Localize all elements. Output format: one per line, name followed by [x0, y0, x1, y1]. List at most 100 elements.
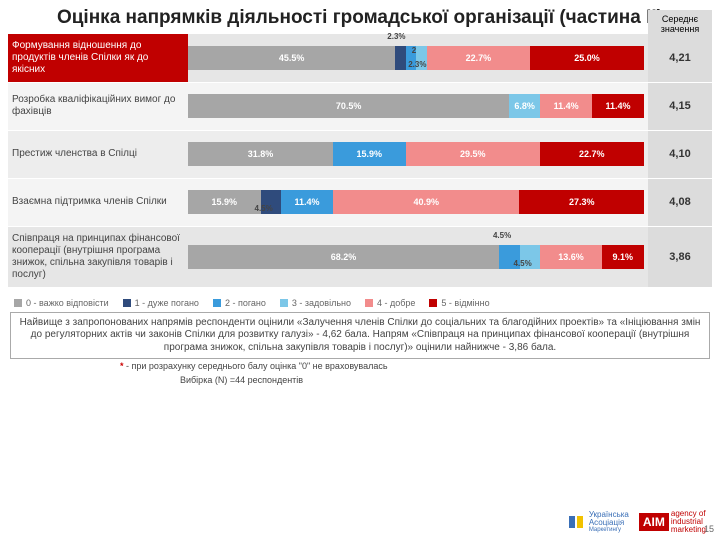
legend-label: 5 - відмінно	[441, 298, 489, 308]
segment-label: 70.5%	[336, 101, 362, 111]
bar-segment: 2.3%	[416, 46, 426, 70]
stacked-bar: 70.5% 6.8% 11.4% 11.4%	[188, 94, 644, 118]
chart-row: Співпраця на принципах фінансової коопер…	[8, 227, 712, 288]
legend-item: 4 - добре	[365, 298, 415, 308]
legend-swatch	[429, 299, 437, 307]
segment-label: 9.1%	[613, 252, 634, 262]
bar-segment: 22.7%	[540, 142, 644, 166]
bar-segment: 22.7%	[427, 46, 530, 70]
legend-item: 0 - важко відповісти	[14, 298, 109, 308]
stacked-bar: 45.5%2.3%2.3%2.3%22.7%25.0%	[188, 46, 644, 70]
bar-segment: 4.5%	[261, 190, 282, 214]
logo-strip: Українська Асоціація Маркетингу AIM agen…	[567, 510, 706, 534]
segment-label: 4.5%	[493, 231, 511, 240]
row-label: Взаємна підтримка членів Спілки	[8, 179, 188, 226]
page-title: Оцінка напрямків діяльності громадської …	[0, 0, 720, 34]
row-avg: 4,21	[648, 34, 712, 82]
bar-segment: 27.3%	[519, 190, 643, 214]
bar-segment: 45.5%	[188, 46, 395, 70]
row-avg: 4,15	[648, 83, 712, 130]
legend-label: 4 - добре	[377, 298, 415, 308]
page-number: 15	[704, 524, 714, 534]
chart-row: Формування відношення до продуктів члені…	[8, 34, 712, 83]
bar-segment: 11.4%	[281, 190, 333, 214]
bar-segment: 15.9%	[333, 142, 406, 166]
bar-segment: 29.5%	[406, 142, 541, 166]
segment-label: 25.0%	[574, 53, 600, 63]
chart-area: Середнє значення Формування відношення д…	[8, 34, 712, 288]
row-label: Престиж членства в Спілці	[8, 131, 188, 178]
segment-label: 68.2%	[331, 252, 357, 262]
stacked-bar: 68.2% 4.5%4.5% 13.6% 9.1%	[188, 245, 644, 269]
bar-segment: 15.9%	[188, 190, 261, 214]
row-avg: 4,10	[648, 131, 712, 178]
stacked-bar: 15.9% 4.5% 11.4% 40.9% 27.3%	[188, 190, 644, 214]
bar-segment: 6.8%	[509, 94, 540, 118]
segment-label: 11.4%	[554, 101, 579, 111]
bar-segment: 68.2%	[188, 245, 499, 269]
segment-label: 40.9%	[413, 197, 439, 207]
segment-label: 22.7%	[466, 53, 492, 63]
legend: 0 - важко відповісти 1 - дуже погано 2 - п…	[0, 294, 720, 310]
chart-row: Взаємна підтримка членів Спілки 15.9% 4.5%…	[8, 179, 712, 227]
bar-segment: 31.8%	[188, 142, 333, 166]
segment-label: 15.9%	[211, 197, 237, 207]
legend-swatch	[280, 299, 288, 307]
legend-label: 3 - задовільно	[292, 298, 351, 308]
row-bar-wrap: 68.2%4.5%4.5%13.6%9.1%	[188, 227, 648, 287]
segment-label: 29.5%	[460, 149, 486, 159]
segment-label: 31.8%	[248, 149, 274, 159]
row-bar-wrap: 15.9% 4.5% 11.4% 40.9% 27.3%	[188, 179, 648, 226]
segment-label: 27.3%	[569, 197, 595, 207]
bar-segment: 40.9%	[333, 190, 520, 214]
bar-segment: 11.4%	[592, 94, 644, 118]
footnote: * - при розрахунку середнього балу оцінк…	[120, 361, 720, 371]
segment-label: 2.3%	[387, 32, 405, 41]
sample-size: Вибірка (N) =44 респондентів	[180, 375, 720, 385]
bar-segment: 25.0%	[530, 46, 644, 70]
row-bar-wrap: 31.8% 15.9% 29.5% 22.7%	[188, 131, 648, 178]
legend-label: 1 - дуже погано	[135, 298, 199, 308]
segment-label: 45.5%	[279, 53, 305, 63]
legend-item: 2 - погано	[213, 298, 266, 308]
segment-label: 15.9%	[356, 149, 382, 159]
uam-icon	[567, 512, 587, 532]
legend-swatch	[213, 299, 221, 307]
bar-segment: 11.4%	[540, 94, 592, 118]
bar-segment: 13.6%	[540, 245, 602, 269]
legend-item: 1 - дуже погано	[123, 298, 199, 308]
legend-swatch	[123, 299, 131, 307]
row-bar-wrap: 45.5%2.3%2.3%2.3%22.7%25.0%	[188, 34, 648, 82]
legend-label: 2 - погано	[225, 298, 266, 308]
segment-label: 11.4%	[606, 101, 631, 111]
legend-item: 5 - відмінно	[429, 298, 489, 308]
row-avg: 4,08	[648, 179, 712, 226]
chart-row: Розробка кваліфікаційних вимог до фахівц…	[8, 83, 712, 131]
stacked-bar: 31.8% 15.9% 29.5% 22.7%	[188, 142, 644, 166]
segment-label: 11.4%	[294, 197, 319, 207]
row-label: Співпраця на принципах фінансової коопер…	[8, 227, 188, 287]
segment-label: 22.7%	[579, 149, 605, 159]
row-label: Розробка кваліфікаційних вимог до фахівц…	[8, 83, 188, 130]
segment-label: 4.5%	[514, 259, 532, 268]
avg-header: Середнє значення	[648, 10, 712, 38]
bar-segment: 4.5%	[520, 245, 541, 269]
bar-segment: 2.3%	[395, 46, 405, 70]
logo-aim: AIM agency of industrial marketing	[639, 510, 706, 534]
segment-label: 6.8%	[514, 101, 535, 111]
footnote-text: - при розрахунку середнього балу оцінка …	[124, 361, 388, 371]
note-box: Найвище з запропонованих напрямів респон…	[10, 312, 710, 360]
bar-segment: 9.1%	[602, 245, 643, 269]
logo-uam: Українська Асоціація Маркетингу	[567, 511, 629, 533]
segment-label: 2.3%	[408, 60, 426, 69]
row-label: Формування відношення до продуктів члені…	[8, 34, 188, 82]
segment-label: 13.6%	[558, 252, 584, 262]
segment-label: 4.5%	[255, 204, 273, 213]
legend-label: 0 - важко відповісти	[26, 298, 109, 308]
row-avg: 3,86	[648, 227, 712, 287]
legend-swatch	[14, 299, 22, 307]
bar-segment: 70.5%	[188, 94, 509, 118]
legend-item: 3 - задовільно	[280, 298, 351, 308]
chart-row: Престиж членства в Спілці 31.8% 15.9% 29.5%…	[8, 131, 712, 179]
legend-swatch	[365, 299, 373, 307]
